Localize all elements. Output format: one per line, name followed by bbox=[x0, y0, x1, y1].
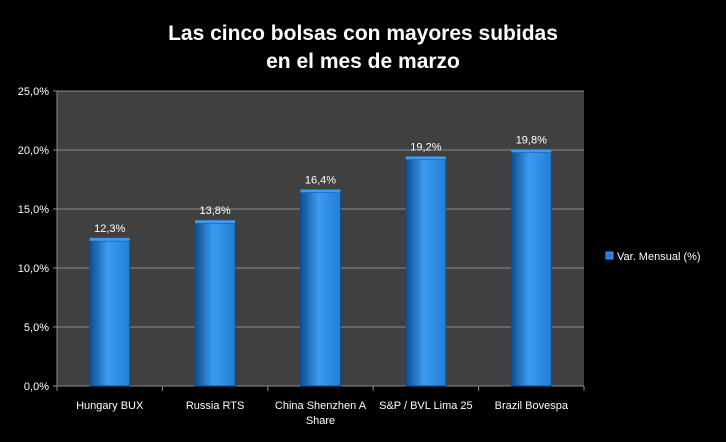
bar bbox=[405, 158, 447, 387]
x-tick-label: S&P / BVL Lima 25 bbox=[379, 400, 473, 412]
chart-title-line-1: Las cinco bolsas con mayores subidas bbox=[168, 22, 558, 45]
x-tick-label: Russia RTS bbox=[186, 400, 244, 412]
data-label: 12,3% bbox=[94, 223, 125, 235]
legend-swatch bbox=[605, 251, 614, 260]
x-tick-label: Brazil Bovespa bbox=[495, 400, 569, 412]
y-tick-label: 5,0% bbox=[24, 322, 49, 334]
bar bbox=[510, 151, 552, 387]
x-tick-label: China Shenzhen A bbox=[275, 400, 367, 412]
plot-area: 0,0% 5,0% 10,0% 15,0% 20,0% 25,0% 12,3% Hungary… bbox=[18, 86, 585, 427]
bar-top-face bbox=[89, 237, 130, 241]
y-tick-label: 10,0% bbox=[18, 263, 49, 275]
data-label: 16,4% bbox=[305, 174, 336, 186]
data-label: 13,8% bbox=[199, 205, 230, 217]
x-tick-label: Hungary BUX bbox=[76, 400, 144, 412]
data-label: 19,2% bbox=[410, 141, 441, 153]
chart-title-line-2: en el mes de marzo bbox=[266, 50, 460, 73]
data-label: 19,8% bbox=[516, 134, 547, 146]
y-tick-label: 25,0% bbox=[18, 86, 49, 98]
bar-top-face bbox=[195, 220, 236, 224]
bar bbox=[300, 191, 341, 387]
bar bbox=[194, 222, 236, 387]
y-tick-label: 20,0% bbox=[18, 145, 49, 157]
bar bbox=[89, 240, 131, 387]
bar-top-face bbox=[300, 189, 341, 193]
bar-top-face bbox=[511, 149, 552, 153]
legend: Var. Mensual (%) bbox=[605, 251, 701, 263]
bar-top-face bbox=[405, 156, 446, 160]
y-tick-label: 15,0% bbox=[18, 204, 49, 216]
legend-entry-label: Var. Mensual (%) bbox=[617, 251, 701, 263]
x-tick-label: Share bbox=[306, 415, 335, 427]
y-tick-label: 0,0% bbox=[24, 381, 49, 393]
